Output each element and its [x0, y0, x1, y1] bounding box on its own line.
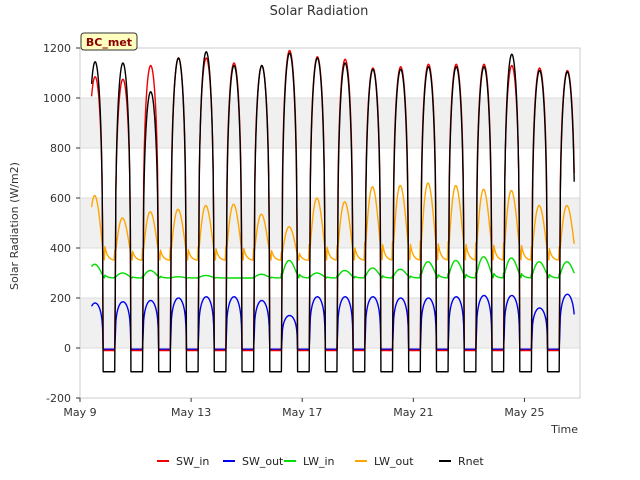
grid-band — [80, 298, 580, 348]
series-line-rnet — [90, 51, 575, 373]
plot-frame — [79, 47, 581, 399]
legend-label-sw-in: SW_in — [176, 455, 209, 468]
legend-label-rnet: Rnet — [458, 455, 484, 468]
station-badge-box — [80, 32, 138, 51]
y-axis-title: Solar Radiation (W/m2) — [8, 162, 21, 290]
station-badge-label: BC_met — [86, 36, 132, 49]
x-tick-label: May 25 — [504, 406, 544, 419]
series-line-sw-out — [90, 293, 575, 350]
station-badge: BC_met — [80, 32, 138, 51]
x-tick-label: May 9 — [63, 406, 96, 419]
x-axis-ticks: May 9 May 13 May 17 May 21 May 25 — [63, 398, 545, 419]
x-tick-label: May 21 — [393, 406, 433, 419]
chart-title: Solar Radiation — [270, 4, 369, 19]
x-tick-label: May 13 — [171, 406, 211, 419]
series-line-lw-in — [90, 256, 575, 279]
y-tick-label: 800 — [50, 142, 71, 155]
grid-bands — [80, 98, 580, 348]
legend-label-sw-out: SW_out — [242, 455, 284, 468]
grid-band — [80, 198, 580, 248]
y-tick-label: 1000 — [43, 92, 71, 105]
y-tick-label: 600 — [50, 192, 71, 205]
x-tick-label: May 17 — [282, 406, 322, 419]
y-tick-label: -200 — [46, 392, 71, 405]
series-line-lw-out — [90, 182, 575, 261]
legend-label-lw-in: LW_in — [303, 455, 335, 468]
legend: SW_in SW_out LW_in LW_out Rnet — [157, 455, 484, 468]
x-axis-title: Time — [550, 423, 578, 436]
y-tick-label: 200 — [50, 292, 71, 305]
y-tick-label: 1200 — [43, 42, 71, 55]
y-tick-label: 0 — [64, 342, 71, 355]
y-tick-label: 400 — [50, 242, 71, 255]
grid-band — [80, 98, 580, 148]
series-layer — [90, 49, 575, 373]
legend-label-lw-out: LW_out — [374, 455, 414, 468]
y-axis-ticks: -200 0 200 400 600 800 1000 1200 — [43, 42, 80, 405]
